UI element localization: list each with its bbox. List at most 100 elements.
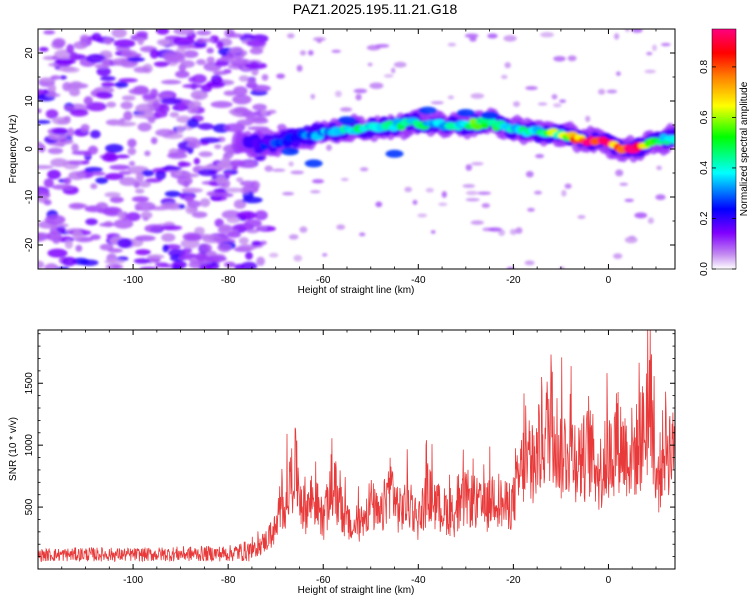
spectrogram-cell (404, 186, 413, 193)
spectrogram-cell (233, 199, 247, 210)
x-tick-label: -60 (316, 575, 331, 586)
spectrogram-cell (43, 178, 54, 188)
spectrogram-cell (158, 103, 170, 114)
spectrogram-cell (234, 263, 245, 269)
spectrogram-cell (220, 156, 231, 167)
spectrogram-cell (161, 233, 176, 242)
spectrogram-cell (155, 128, 175, 137)
spectrogram-cell (613, 253, 623, 259)
spectrogram-cell (83, 96, 93, 106)
spectrogram-cell (137, 35, 145, 46)
spectrogram-cell (38, 108, 42, 114)
spectrogram-cell (254, 210, 268, 221)
spectrogram-cell (133, 113, 154, 119)
spectrogram-cell (299, 50, 307, 56)
snr-y-ticks: 500 1000 1500 (24, 333, 675, 558)
spectrogram-cell (214, 60, 229, 67)
spectrogram-cell (38, 47, 49, 52)
spectrogram-cell (113, 39, 136, 48)
spectrogram-cell (194, 226, 205, 235)
spectrogram-cell (598, 88, 606, 95)
spectrogram-cell (326, 144, 332, 151)
spectrogram-cell (186, 200, 202, 208)
spectrogram-cell (71, 150, 92, 156)
spectrogram-cell (577, 215, 586, 219)
spectrogram-cell (625, 29, 630, 32)
spectrogram-cell (367, 62, 373, 67)
spectrogram-cell (134, 201, 156, 212)
spectrogram-cell (251, 240, 262, 247)
spectrogram-cell (412, 199, 418, 205)
spectrogram-cell (127, 57, 145, 62)
spectrogram-cell (66, 44, 75, 54)
spectrogram-cell (465, 198, 480, 202)
spectrogram-cell (359, 167, 369, 172)
colorbar-ticks: 0.0 0.2 0.4 0.6 0.8 (699, 60, 736, 276)
spectrogram-cell (660, 42, 671, 47)
spectrogram-cell (212, 70, 229, 76)
spectrogram-cell (535, 154, 545, 159)
colorbar-tick-label: 0.8 (699, 60, 710, 74)
spectrogram-cell (45, 93, 61, 98)
y-tick-label: 0 (24, 146, 35, 152)
spectrogram-cell (191, 74, 207, 84)
spectrogram-cell (103, 38, 113, 45)
spectrogram-cell (353, 88, 368, 94)
colorbar-tick-label: 0.6 (699, 110, 710, 124)
spectrogram-cell (177, 175, 193, 186)
spectrogram-cell (206, 47, 214, 54)
spectrogram-cell (177, 102, 187, 111)
spectrogram-cell (150, 88, 159, 98)
spectrogram-cell (456, 109, 475, 117)
spectrogram-cell (259, 240, 267, 245)
spectrogram-cell (525, 86, 538, 91)
spectrogram-cell (180, 60, 195, 68)
spectrogram-cell (391, 67, 396, 74)
spectrogram-cell (137, 122, 152, 132)
spectrogram-cell (95, 177, 109, 184)
spectrogram-cell (99, 222, 115, 227)
spectrogram-cell (175, 70, 190, 79)
spectrogram-cell (135, 249, 151, 256)
spectrogram-cell (624, 198, 634, 202)
spectrogram-cell (465, 190, 479, 196)
spectrogram-cell (63, 177, 72, 185)
spectrogram-cell (652, 44, 657, 52)
spectrogram-cell (425, 187, 434, 193)
spectrogram-cell (276, 73, 286, 79)
spectrogram-cell (54, 59, 77, 65)
spectrogram-cell (81, 160, 90, 165)
spectrogram-cell (264, 165, 273, 172)
spectrogram-cell (147, 254, 165, 259)
x-tick-label: 0 (606, 275, 612, 286)
spectrogram-cell (501, 74, 508, 79)
spectrogram-cell (99, 243, 114, 251)
spectrogram-cell (244, 219, 262, 228)
spectrogram-cell (144, 150, 151, 157)
spectrogram-cell (246, 39, 267, 48)
spectrogram-cell (615, 71, 621, 76)
spectrogram-cell (69, 87, 81, 97)
spectrogram-cell (139, 266, 159, 269)
spectrogram-cell (64, 239, 74, 249)
spectrogram-cell (249, 61, 260, 70)
x-tick-label: -40 (411, 575, 426, 586)
spectrogram-cell (177, 161, 192, 167)
spectrogram-cell (256, 256, 265, 266)
x-tick-label: -100 (123, 575, 143, 586)
spectrogram-cell (338, 116, 356, 125)
spectrogram-cell (202, 38, 214, 43)
spectrogram-cell (47, 169, 61, 180)
spectrogram-cell (210, 101, 233, 108)
spectrogram-cell (216, 41, 224, 50)
colorbar-tick-label: 0.2 (699, 211, 710, 225)
x-tick-label: -20 (506, 575, 521, 586)
spectrogram-cell (45, 109, 59, 119)
spectrogram-cell (149, 48, 159, 59)
spectrogram-cell (256, 225, 267, 230)
spectrogram-cell (465, 164, 473, 171)
spectrogram-cell (101, 153, 119, 162)
spectrogram-cell (280, 147, 299, 156)
spectrogram-cell (552, 103, 562, 108)
spectrogram-cell (63, 116, 71, 121)
